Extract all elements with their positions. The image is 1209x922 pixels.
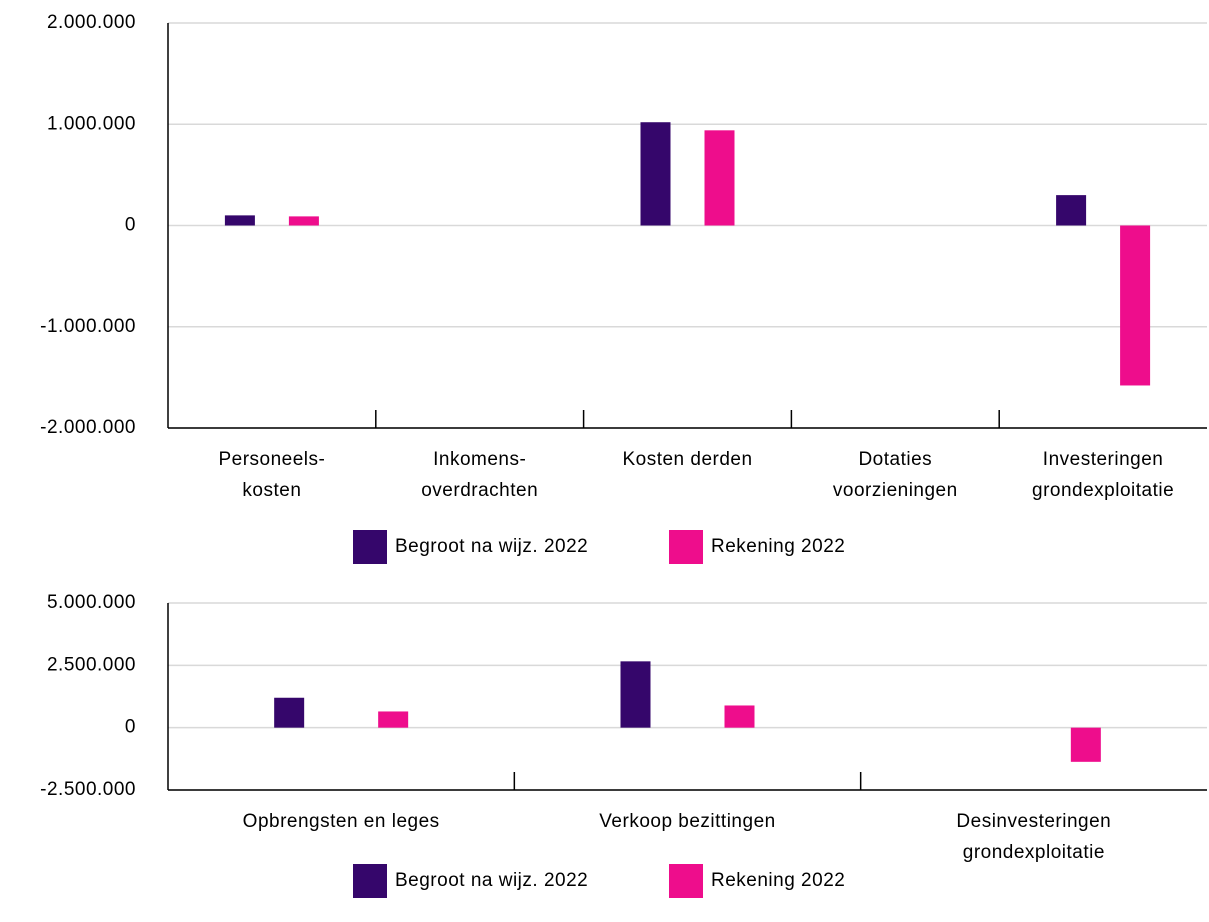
legend-label: Rekening 2022: [711, 870, 845, 891]
legend-swatch: [353, 530, 387, 564]
y-tick-label: 2.000.000: [47, 12, 136, 33]
y-tick-label: -1.000.000: [40, 316, 136, 337]
x-tick-label: Investeringen grondexploitatie: [1032, 449, 1174, 501]
x-tick-label: Verkoop bezittingen: [599, 811, 775, 832]
bar: [620, 661, 651, 728]
bar: [224, 215, 255, 226]
y-tick-label: 5.000.000: [47, 592, 136, 613]
x-tick-label: Opbrengsten en leges: [243, 811, 440, 832]
bar: [274, 697, 305, 728]
bar: [378, 711, 409, 728]
x-tick-label: Desinvesteringen grondexploitatie: [956, 811, 1111, 863]
y-tick-label: -2.500.000: [40, 779, 136, 800]
legend-label: Begroot na wijz. 2022: [395, 536, 588, 557]
y-tick-label: 2.500.000: [47, 654, 136, 675]
bar: [288, 216, 319, 226]
x-tick-label: Personeels-kosten: [218, 449, 325, 501]
y-tick-label: 1.000.000: [47, 113, 136, 134]
bar: [724, 705, 755, 728]
y-tick-label: -2.000.000: [40, 417, 136, 438]
legend-label: Begroot na wijz. 2022: [395, 870, 588, 891]
legend-swatch: [353, 864, 387, 898]
legend-swatch: [669, 864, 703, 898]
bar: [704, 130, 735, 226]
y-tick-label: 0: [125, 215, 136, 236]
legend-swatch: [669, 530, 703, 564]
bar: [1056, 195, 1087, 226]
x-tick-label: Inkomens-overdrachten: [421, 449, 538, 501]
bar: [1120, 225, 1151, 386]
legend-label: Rekening 2022: [711, 536, 845, 557]
x-tick-label: Kosten derden: [622, 449, 752, 470]
bar: [640, 122, 671, 226]
bar: [1070, 727, 1101, 762]
y-tick-label: 0: [125, 717, 136, 738]
x-tick-label: Dotaties voorzieningen: [833, 449, 958, 501]
